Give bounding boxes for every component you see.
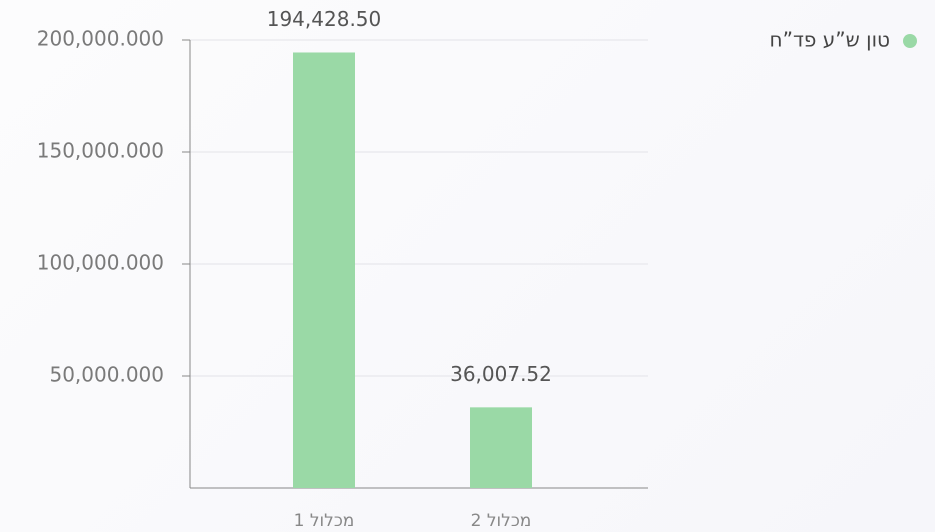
value-label: 194,428.50 — [267, 7, 382, 31]
y-tick-label: 200,000.000 — [37, 27, 164, 51]
x-tick-label: מכלול 2 — [471, 511, 532, 531]
y-tick-label: 100,000.000 — [37, 251, 164, 275]
bar — [293, 52, 355, 488]
value-label: 36,007.52 — [450, 362, 552, 386]
y-tick-label: 50,000.000 — [49, 363, 164, 387]
y-tick-label: 150,000.000 — [37, 139, 164, 163]
legend-marker — [903, 34, 917, 48]
legend-label: טון ש”ע פד”ח — [770, 28, 890, 52]
bar — [470, 407, 532, 488]
x-tick-label: מכלול 1 — [294, 511, 355, 531]
